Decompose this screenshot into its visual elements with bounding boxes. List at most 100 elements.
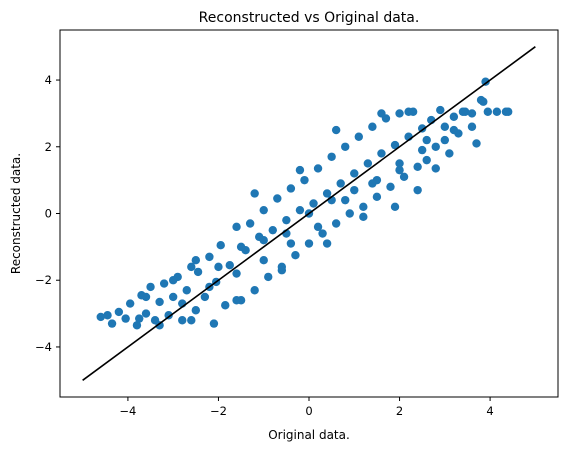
data-point [273, 194, 282, 203]
data-point [264, 272, 273, 282]
data-point [363, 159, 373, 168]
data-point [96, 312, 105, 322]
x-tick-label: 2 [396, 404, 403, 418]
y-tick-label: −4 [35, 340, 52, 354]
x-tick-label: −4 [119, 404, 136, 418]
data-point [232, 269, 241, 278]
data-point [350, 169, 359, 178]
y-tick-label: −2 [35, 273, 52, 287]
data-point [182, 286, 191, 295]
data-point [322, 239, 332, 248]
data-point [449, 125, 459, 135]
identity-line [82, 46, 536, 381]
data-point [209, 319, 219, 328]
data-point [386, 182, 395, 192]
data-point [205, 252, 214, 262]
data-point [440, 122, 450, 131]
data-point [413, 162, 422, 171]
data-point [445, 149, 454, 158]
data-point [313, 164, 323, 173]
y-axis-label: Reconstructed data. [9, 153, 23, 274]
data-point [304, 239, 314, 248]
data-point [107, 319, 117, 328]
data-point [483, 107, 493, 116]
data-point [193, 267, 203, 277]
data-point [492, 107, 502, 116]
data-point [458, 107, 468, 116]
data-point [368, 179, 377, 188]
data-point [350, 185, 359, 195]
data-point [318, 229, 327, 238]
data-point [322, 189, 332, 198]
data-point [286, 184, 296, 193]
data-point [178, 316, 187, 325]
data-point [327, 152, 336, 161]
data-point [313, 222, 323, 232]
data-point [232, 296, 241, 305]
data-point [164, 311, 173, 320]
data-point [191, 256, 201, 265]
data-point [295, 205, 305, 215]
data-point [277, 266, 287, 275]
data-point [395, 159, 404, 168]
y-tick-label: 2 [45, 140, 52, 154]
y-axis-ticks: −4 −2 0 2 4 [35, 73, 60, 354]
scatter-points [96, 77, 513, 330]
data-point [168, 276, 178, 285]
data-point [250, 286, 259, 295]
data-point [200, 292, 210, 302]
x-tick-label: 0 [305, 404, 312, 418]
data-point [135, 314, 144, 323]
data-point [309, 199, 318, 208]
data-point [417, 124, 427, 133]
data-point [395, 109, 404, 118]
data-point [359, 212, 368, 222]
data-point [345, 209, 354, 218]
data-point [377, 109, 386, 118]
data-point [225, 261, 234, 270]
data-point [354, 132, 363, 141]
data-point [476, 95, 486, 105]
data-point [368, 122, 377, 131]
data-point [286, 239, 296, 248]
x-axis-ticks: −4 −2 0 2 4 [119, 397, 494, 418]
data-point [259, 256, 268, 265]
data-point [449, 112, 459, 121]
data-point [187, 316, 196, 325]
data-point [282, 215, 291, 225]
data-point [121, 314, 130, 323]
data-point [187, 262, 196, 272]
chart-title: Reconstructed vs Original data. [199, 10, 420, 26]
data-point [372, 192, 382, 202]
x-tick-label: −2 [210, 404, 227, 418]
data-point [146, 282, 155, 292]
data-point [125, 299, 135, 308]
data-point [422, 135, 431, 145]
data-point [440, 135, 450, 145]
data-point [501, 107, 511, 116]
data-point [390, 140, 400, 150]
data-point [168, 292, 178, 302]
data-point [413, 185, 422, 195]
x-axis-label: Original data. [268, 428, 350, 442]
data-point [268, 225, 277, 235]
data-point [331, 219, 341, 228]
data-point [155, 321, 164, 330]
data-point [436, 105, 445, 115]
data-point [404, 107, 413, 116]
data-point [341, 142, 350, 151]
data-point [103, 311, 112, 320]
data-point [236, 242, 246, 252]
x-tick-label: 4 [486, 404, 493, 418]
data-point [159, 279, 169, 288]
data-point [259, 205, 268, 215]
data-point [395, 165, 404, 175]
data-point [259, 235, 268, 245]
data-point [245, 219, 255, 228]
data-point [422, 155, 431, 165]
data-point [467, 122, 477, 131]
data-point [216, 241, 225, 250]
data-point [232, 222, 241, 232]
